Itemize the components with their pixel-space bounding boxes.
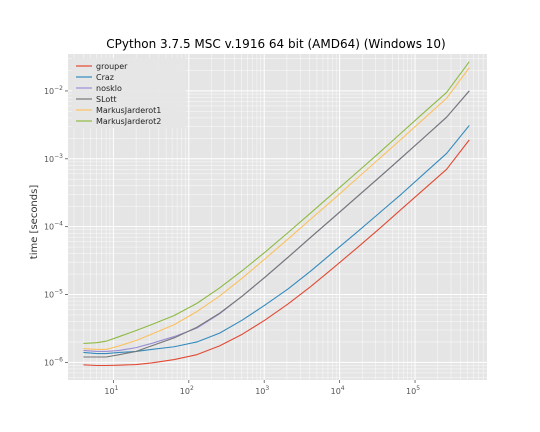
x-tick-label: 105 [406, 385, 420, 396]
x-tick-label: 101 [104, 385, 118, 396]
y-tick-label: 10−6 [44, 356, 63, 367]
y-tick-label: 10−3 [44, 153, 63, 164]
x-axis-ticks: 101 102 103 104 105 [104, 380, 420, 396]
major-gridlines [68, 54, 487, 380]
series-line-markusjarderot2 [83, 61, 470, 345]
series-line-slott [83, 90, 470, 358]
series-line-markusjarderot1 [83, 67, 470, 351]
legend-label-slott: SLott [96, 95, 117, 104]
x-tick-label: 103 [255, 385, 269, 396]
y-axis-ticks: 10−6 10−5 10−4 10−3 10−2 [44, 85, 68, 367]
y-tick-label: 10−5 [44, 289, 63, 300]
legend-label-nosklo: nosklo [96, 84, 122, 93]
chart-title: CPython 3.7.5 MSC v.1916 64 bit (AMD64) … [106, 37, 445, 51]
legend-label-markusjarderot2: MarkusJarderot2 [96, 117, 161, 126]
series-lines [83, 61, 470, 367]
legend-box [72, 58, 186, 128]
series-line-grouper [83, 139, 470, 367]
x-tick-label: 104 [331, 385, 345, 396]
legend-label-grouper: grouper [96, 62, 128, 71]
y-tick-label: 10−2 [44, 85, 63, 96]
series-line-craz [83, 125, 470, 355]
legend-label-craz: Craz [96, 73, 114, 82]
y-tick-label: 10−4 [44, 221, 63, 232]
x-tick-label: 102 [180, 385, 194, 396]
legend: grouper Craz nosklo SLott MarkusJarderot1 Mar… [72, 58, 186, 128]
legend-label-markusjarderot1: MarkusJarderot1 [96, 106, 161, 115]
y-axis-label: time [seconds] [29, 185, 40, 260]
